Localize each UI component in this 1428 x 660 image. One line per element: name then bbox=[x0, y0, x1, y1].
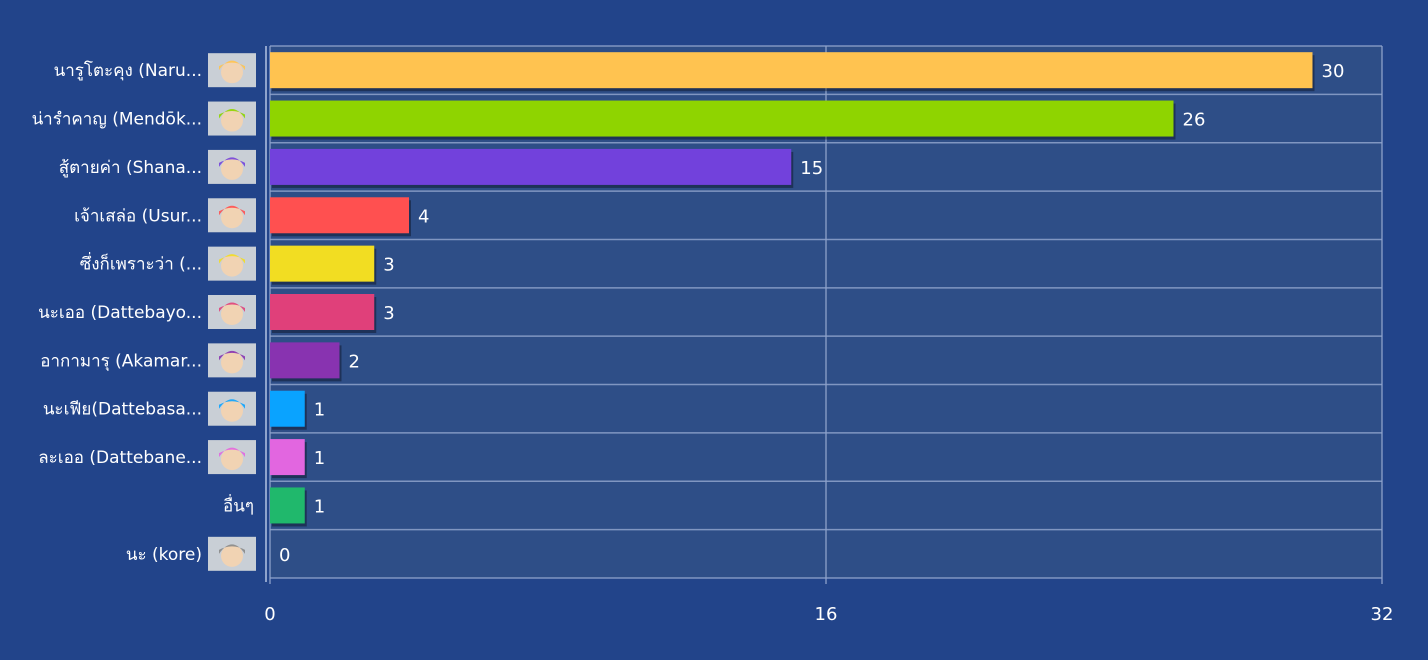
category-label: นะ (kore) bbox=[126, 545, 202, 565]
bar-value-label: 30 bbox=[1322, 61, 1345, 82]
category-label: อากามารุ (Akamar... bbox=[40, 351, 202, 371]
category-label: เจ้าเสล่อ (Usur... bbox=[74, 206, 202, 226]
hinata-icon bbox=[208, 53, 256, 88]
bar-value-label: 0 bbox=[279, 545, 290, 566]
kiba-icon bbox=[208, 343, 256, 378]
bar-value-label: 3 bbox=[383, 255, 394, 276]
bar[interactable] bbox=[270, 245, 375, 282]
category-label: นารูโตะคุง (Naru... bbox=[54, 60, 202, 81]
bar[interactable] bbox=[270, 197, 409, 234]
bar-value-label: 3 bbox=[383, 303, 394, 324]
shino-icon bbox=[208, 246, 256, 281]
bar-value-label: 26 bbox=[1183, 110, 1206, 131]
bar[interactable] bbox=[270, 52, 1313, 89]
x-tick-label: 16 bbox=[815, 604, 838, 625]
bar[interactable] bbox=[270, 342, 340, 379]
boruto-icon bbox=[208, 391, 256, 426]
category-label: นะเออ (Dattebayo... bbox=[38, 303, 202, 323]
category-label: สู้ตายค่า (Shana... bbox=[59, 158, 202, 178]
bar[interactable] bbox=[270, 439, 305, 476]
bar-value-label: 1 bbox=[314, 448, 325, 469]
category-label: อื่นๆ bbox=[223, 493, 254, 516]
bar[interactable] bbox=[270, 487, 305, 524]
bar[interactable] bbox=[270, 100, 1174, 137]
bar[interactable] bbox=[270, 390, 305, 427]
x-tick-label: 0 bbox=[264, 604, 275, 625]
naruto-icon bbox=[208, 295, 256, 329]
bar[interactable] bbox=[270, 294, 375, 330]
category-label: น่ารำคาญ (Mendōk... bbox=[32, 110, 202, 130]
bar-value-label: 2 bbox=[349, 351, 360, 372]
sakura-icon bbox=[208, 149, 256, 184]
category-label: ซึ่งก็เพราะว่า (... bbox=[80, 252, 202, 275]
x-tick-label: 32 bbox=[1371, 604, 1394, 625]
sasuke-icon bbox=[208, 198, 256, 233]
shikamaru-icon bbox=[208, 101, 256, 136]
bar-value-label: 4 bbox=[418, 206, 429, 227]
category-label: ละเออ (Dattebane... bbox=[38, 448, 202, 468]
konohamaru-icon bbox=[208, 536, 256, 571]
bar-value-label: 15 bbox=[800, 158, 823, 179]
bar-value-label: 1 bbox=[314, 496, 325, 517]
bar-value-label: 1 bbox=[314, 400, 325, 421]
category-label: นะเฟีย(Dattebasa... bbox=[43, 400, 202, 420]
kushina-icon bbox=[208, 440, 256, 475]
bar[interactable] bbox=[270, 148, 792, 185]
